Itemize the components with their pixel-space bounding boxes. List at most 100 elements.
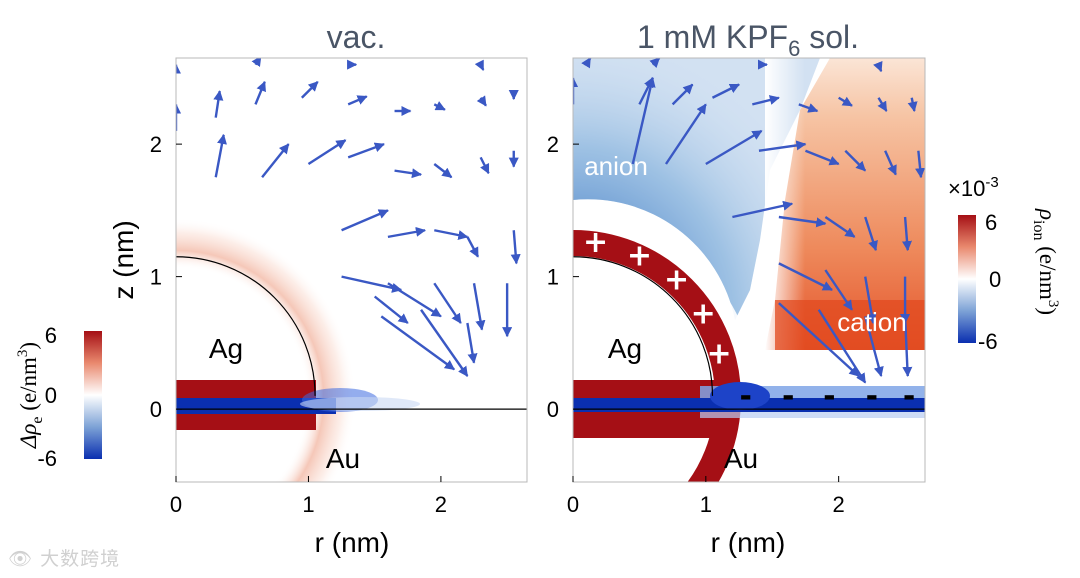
field-arrow bbox=[838, 96, 853, 107]
sphere-outline bbox=[175, 256, 316, 396]
field-arrow bbox=[732, 200, 794, 219]
field-arrow bbox=[649, 58, 661, 68]
field-arrow bbox=[373, 295, 409, 324]
field-arrow bbox=[877, 97, 888, 112]
colorbar-left-tick-bottom: -6 bbox=[37, 446, 57, 471]
annotation-au-solution: Au bbox=[724, 443, 758, 474]
field-arrow bbox=[805, 149, 840, 166]
interface-red-layer-bottom bbox=[176, 414, 316, 430]
field-arrow bbox=[434, 229, 469, 241]
field-arrow bbox=[705, 129, 763, 166]
minus-sign: - bbox=[739, 379, 751, 414]
colorbar-left-tick-top: 6 bbox=[45, 323, 57, 348]
field-arrow bbox=[778, 215, 827, 228]
field-arrow bbox=[752, 95, 780, 106]
field-arrow bbox=[873, 60, 883, 73]
panel-title-solution: 1 mM KPF6 sol. bbox=[637, 19, 859, 61]
x-tick-label: 1 bbox=[700, 492, 712, 517]
field-arrow bbox=[476, 95, 487, 107]
field-arrow bbox=[884, 150, 897, 176]
field-arrow bbox=[251, 58, 262, 68]
panel-title-vacuum: vac. bbox=[327, 19, 386, 55]
interface-blue-layer bbox=[176, 398, 336, 414]
y-tick-label: 0 bbox=[547, 397, 559, 422]
field-arrow bbox=[472, 283, 486, 331]
field-arrow bbox=[798, 103, 819, 113]
y-tick-label: 1 bbox=[150, 265, 162, 290]
annotation-ag-vacuum: Ag bbox=[209, 333, 243, 364]
field-arrow bbox=[474, 59, 485, 71]
minus-sign: - bbox=[782, 379, 794, 414]
colorbar-right-gradient bbox=[958, 215, 976, 343]
minus-sign: - bbox=[823, 379, 835, 414]
field-arrow bbox=[901, 216, 913, 252]
plus-sign: + bbox=[707, 336, 732, 371]
field-arrow bbox=[347, 142, 385, 159]
field-arrow bbox=[479, 156, 490, 175]
field-arrow bbox=[214, 133, 227, 178]
field-arrow bbox=[341, 275, 403, 293]
x-tick-label: 2 bbox=[833, 492, 845, 517]
colorbar-right-tick-top: 6 bbox=[985, 210, 997, 235]
field-arrow bbox=[915, 150, 925, 179]
colorbar-right-multiplier: ×10-3 bbox=[948, 174, 999, 201]
interface-red-layer-top bbox=[176, 380, 316, 398]
field-arrow bbox=[347, 95, 368, 106]
field-arrow bbox=[638, 76, 654, 105]
field-arrow bbox=[433, 282, 462, 324]
y-tick-label: 1 bbox=[547, 265, 559, 290]
watermark-text: 大数跨境 bbox=[40, 548, 121, 570]
plus-sign: + bbox=[664, 262, 689, 297]
x-axis-label-vacuum: r (nm) bbox=[315, 527, 390, 558]
field-arrow bbox=[758, 140, 807, 152]
annotation-au-vacuum: Au bbox=[326, 443, 360, 474]
anion-region bbox=[573, 58, 820, 320]
x-tick-label: 1 bbox=[302, 492, 314, 517]
plus-sign: + bbox=[691, 297, 716, 332]
minus-sign: - bbox=[903, 379, 915, 414]
field-arrow bbox=[907, 97, 918, 112]
field-arrow bbox=[420, 309, 469, 377]
watermark-logo: 👁︎ 大数跨境 bbox=[8, 548, 121, 570]
field-arrow bbox=[254, 80, 266, 105]
field-arrow bbox=[261, 143, 290, 178]
colorbar-left-label: Δρe (e/nm3) bbox=[15, 342, 46, 449]
field-arrow bbox=[778, 302, 860, 377]
panel-frame-vacuum bbox=[175, 57, 528, 483]
colorbar-left: 6 0 -6 Δρe (e/nm3) bbox=[15, 323, 102, 471]
field-arrow bbox=[213, 90, 224, 118]
panel-frame-solution bbox=[572, 57, 926, 483]
field-arrow bbox=[844, 149, 867, 172]
field-arrow bbox=[824, 269, 853, 311]
colorbar-left-tick-mid: 0 bbox=[45, 383, 57, 408]
field-arrow bbox=[387, 282, 442, 318]
x-axis-label-solution: r (nm) bbox=[711, 527, 786, 558]
field-arrow bbox=[581, 58, 592, 69]
colorbar-right-label: ρion (e/nm3) bbox=[1030, 208, 1061, 315]
colorbar-left-gradient bbox=[84, 331, 102, 459]
colorbar-right: ×10-3 6 0 -6 ρion (e/nm3) bbox=[948, 174, 1061, 354]
field-arrow bbox=[864, 316, 884, 377]
field-arrow bbox=[902, 316, 913, 378]
field-arrow bbox=[817, 309, 867, 384]
field-arrow bbox=[433, 101, 446, 111]
colorbar-right-tick-bottom: -6 bbox=[978, 329, 998, 354]
field-arrow bbox=[824, 216, 856, 238]
x-tick-label: 2 bbox=[435, 492, 447, 517]
minus-sign: - bbox=[866, 379, 878, 414]
sphere-outline bbox=[572, 256, 714, 396]
y-tick-label: 2 bbox=[547, 132, 559, 157]
annotation-cation: cation bbox=[837, 307, 906, 337]
field-arrow bbox=[711, 83, 740, 99]
y-tick-label: 2 bbox=[150, 132, 162, 157]
x-tick-label: 0 bbox=[170, 492, 182, 517]
y-axis-label: z (nm) bbox=[108, 220, 139, 299]
field-arrow bbox=[433, 163, 453, 179]
annotation-anion: anion bbox=[584, 151, 648, 181]
field-arrow bbox=[380, 315, 455, 371]
field-arrow bbox=[466, 236, 480, 258]
colorbar-right-tick-mid: 0 bbox=[989, 267, 1001, 292]
field-arrow bbox=[864, 216, 878, 252]
plus-sign: + bbox=[627, 238, 652, 273]
